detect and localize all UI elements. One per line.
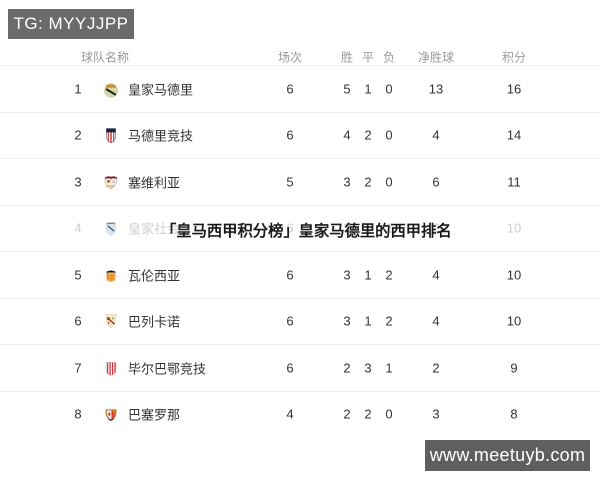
svg-text:R: R [112,317,114,321]
